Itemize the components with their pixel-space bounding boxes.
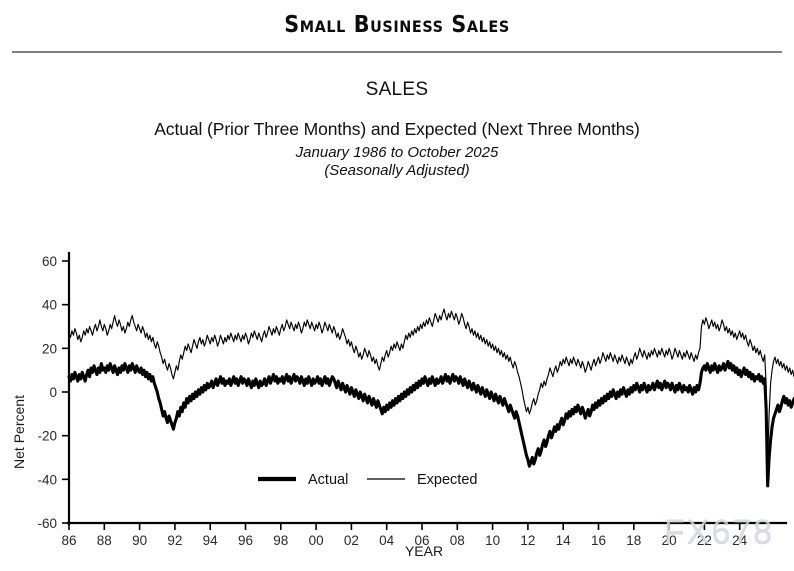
x-tick-label: 16 [591, 533, 606, 548]
chart-heading-block: SALES Actual (Prior Three Months) and Ex… [0, 79, 794, 179]
x-tick-label: 04 [379, 533, 395, 548]
series-line-actual [67, 359, 794, 488]
chart-title: SALES [365, 79, 429, 101]
chart-date-range: January 1986 to October 2025 [295, 144, 499, 162]
title-divider [12, 51, 782, 54]
x-tick-label: 90 [132, 533, 147, 548]
page-title: Small Business Sales [284, 12, 510, 38]
x-tick-label: 00 [309, 533, 324, 548]
legend-label-actual: Actual [308, 472, 348, 488]
x-tick-label: 10 [485, 533, 500, 548]
x-tick-label: 86 [61, 533, 76, 548]
legend-label-expected: Expected [417, 472, 477, 488]
x-tick-label: 96 [238, 533, 253, 548]
x-tick-label: 14 [556, 533, 572, 548]
x-tick-label: 12 [520, 533, 535, 548]
x-tick-label: 18 [626, 533, 641, 548]
chart-subtitle: Actual (Prior Three Months) and Expected… [154, 119, 640, 140]
y-tick-label: 40 [42, 298, 57, 313]
page-header: Small Business Sales [0, 0, 794, 54]
y-tick-label: -60 [37, 516, 57, 531]
chart-adjustment-note: (Seasonally Adjusted) [324, 162, 470, 180]
y-tick-label: 60 [42, 254, 57, 269]
y-axis-ticks: 60 40 20 0 -20 -40 -60 [37, 254, 69, 531]
y-tick-label: 0 [49, 385, 57, 400]
chart-plot-area: 60 40 20 0 -20 -40 -60 86 88 90 92 94 96 98 00 02 04 06 0… [0, 236, 794, 571]
series-line-expected [68, 308, 794, 463]
sales-line-chart: 60 40 20 0 -20 -40 -60 86 88 90 92 94 96 98 00 02 04 06 0… [11, 251, 794, 559]
chart-legend: Actual Expected [258, 472, 477, 488]
y-axis-title: Net Percent [11, 395, 27, 469]
y-tick-label: -40 [37, 472, 57, 487]
x-axis-title: YEAR [405, 543, 443, 559]
y-tick-label: 20 [42, 341, 57, 356]
x-tick-label: 06 [414, 533, 429, 548]
x-tick-label: 92 [167, 533, 182, 548]
x-tick-label: 94 [203, 533, 219, 548]
x-tick-label: 20 [662, 533, 677, 548]
x-axis-ticks: 86 88 90 92 94 96 98 00 02 04 06 08 10 12 14 16 18 20 22 24 [61, 523, 748, 548]
y-tick-label: -20 [37, 429, 57, 444]
x-tick-label: 22 [697, 533, 712, 548]
x-tick-label: 08 [450, 533, 465, 548]
x-tick-label: 24 [732, 533, 748, 548]
x-tick-label: 88 [97, 533, 112, 548]
x-tick-label: 98 [273, 533, 288, 548]
x-tick-label: 02 [344, 533, 359, 548]
